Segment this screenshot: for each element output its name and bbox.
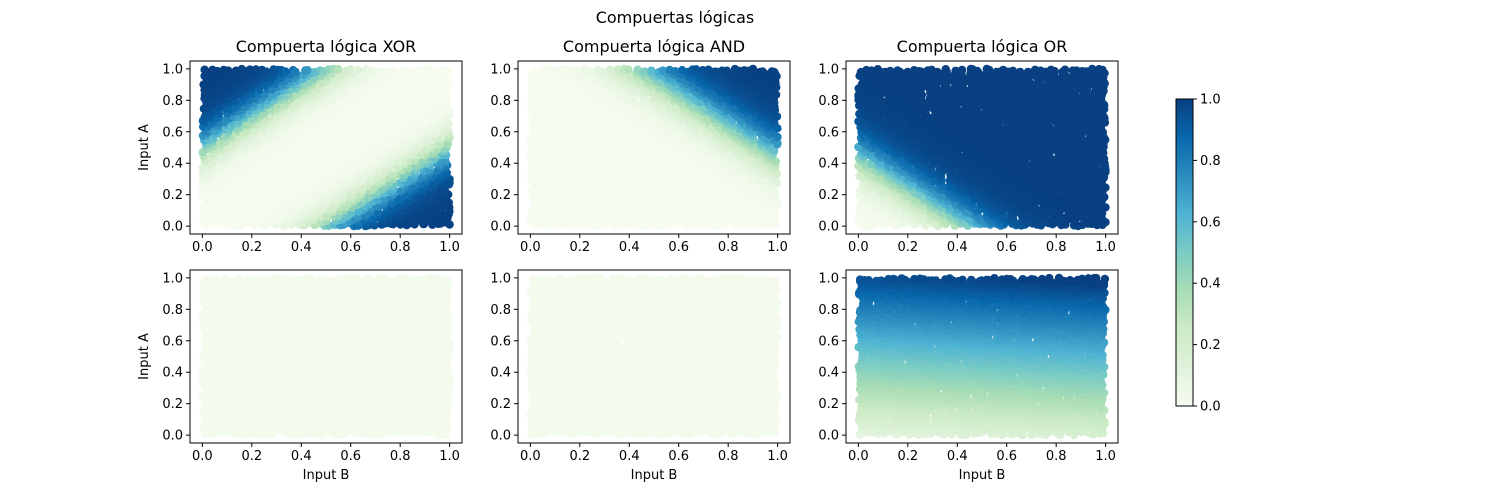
scatter-point — [722, 66, 731, 75]
scatter-point — [262, 67, 271, 76]
scatter-point — [758, 67, 767, 76]
y-tick-label: 1.0 — [490, 62, 511, 77]
x-tick-label: 0.0 — [192, 240, 213, 255]
scatter-points — [854, 64, 1110, 231]
x-tick-label: 0.2 — [569, 240, 590, 255]
y-tick-label: 0.4 — [162, 157, 183, 172]
y-tick-label: 0.6 — [490, 125, 511, 140]
scatter-point — [374, 208, 383, 218]
y-tick-label: 0.8 — [490, 94, 511, 109]
subplot-title: Compuerta lógica AND — [563, 37, 745, 56]
x-tick-label: 1.0 — [439, 240, 460, 255]
scatter-point — [281, 67, 290, 76]
scatter-points — [526, 64, 782, 231]
scatter-point — [251, 65, 261, 74]
scatter-point — [390, 66, 399, 75]
scatter-point — [444, 66, 454, 76]
scatter-point — [546, 65, 556, 75]
x-tick-label: 0.2 — [241, 240, 262, 255]
x-tick-label: 1.0 — [767, 240, 788, 255]
y-tick-label: 0.6 — [162, 125, 183, 140]
scatter-point — [242, 205, 251, 214]
y-tick-label: 0.0 — [162, 220, 183, 235]
scatter-point — [404, 66, 413, 75]
scatter-point — [224, 66, 233, 75]
scatter-point — [368, 66, 377, 75]
y-tick-label: 0.4 — [490, 157, 511, 172]
scatter-point — [425, 65, 434, 75]
x-tick-label: 0.6 — [668, 240, 689, 255]
scatter-point — [624, 65, 633, 74]
scatter-point — [583, 66, 592, 75]
figure-suptitle: Compuertas lógicas — [596, 8, 755, 27]
y-tick-label: 0.2 — [490, 188, 511, 203]
scatter-point — [381, 67, 390, 77]
x-tick-label: 0.8 — [718, 240, 739, 255]
axes-frame — [189, 60, 463, 235]
y-tick-label: 1.0 — [162, 62, 183, 77]
scatter-point — [245, 65, 255, 74]
y-tick-label: 0.2 — [162, 188, 183, 203]
scatter-point — [531, 67, 540, 77]
subplot-3: 0.0 0.2 0.4 0.6 0.8 1.00.00.20.40.60.81.0Comp… — [818, 37, 1119, 255]
subplot-1: 0.0 0.2 0.4 0.6 0.8 1.0 0.0 0.2 0.4 0.6 0.8 1.0 Comp… — [137, 37, 463, 255]
scatter-point — [334, 64, 343, 74]
scatter-point — [303, 66, 312, 75]
y-tick-label: 0.0 — [490, 220, 511, 235]
x-tick-label: 0.8 — [390, 240, 411, 255]
x-tick-label: 0.4 — [291, 240, 312, 255]
subplot-grid: 0.0 0.2 0.4 0.6 0.8 1.0 0.0 0.2 0.4 0.6 0.8 1.0 Comp… — [137, 37, 1119, 483]
x-tick-label: 0.0 — [520, 240, 541, 255]
subplot-2: 0.0 0.2 0.4 0.6 0.8 1.0 0.0 0.2 0.4 0.6 0.8 1.0 Comp… — [490, 37, 791, 255]
scatter-point — [770, 67, 779, 77]
y-axis-label: Input A — [137, 124, 152, 171]
scatter-point — [606, 65, 615, 74]
scatter-point — [647, 66, 656, 75]
x-tick-label: 0.4 — [619, 240, 640, 255]
x-tick-label: 0.6 — [340, 240, 361, 255]
scatter-point — [353, 65, 363, 75]
scatter-point — [262, 176, 271, 185]
y-tick-label: 0.8 — [162, 94, 183, 109]
scatter-point — [291, 67, 300, 77]
scatter-point — [748, 64, 758, 74]
scatter-point — [598, 67, 607, 76]
scatter-point — [359, 71, 368, 80]
scatter-points — [198, 64, 454, 231]
scatter-point — [573, 66, 583, 76]
subplot-title: Compuerta lógica XOR — [236, 37, 417, 56]
scatter-point — [200, 65, 209, 74]
